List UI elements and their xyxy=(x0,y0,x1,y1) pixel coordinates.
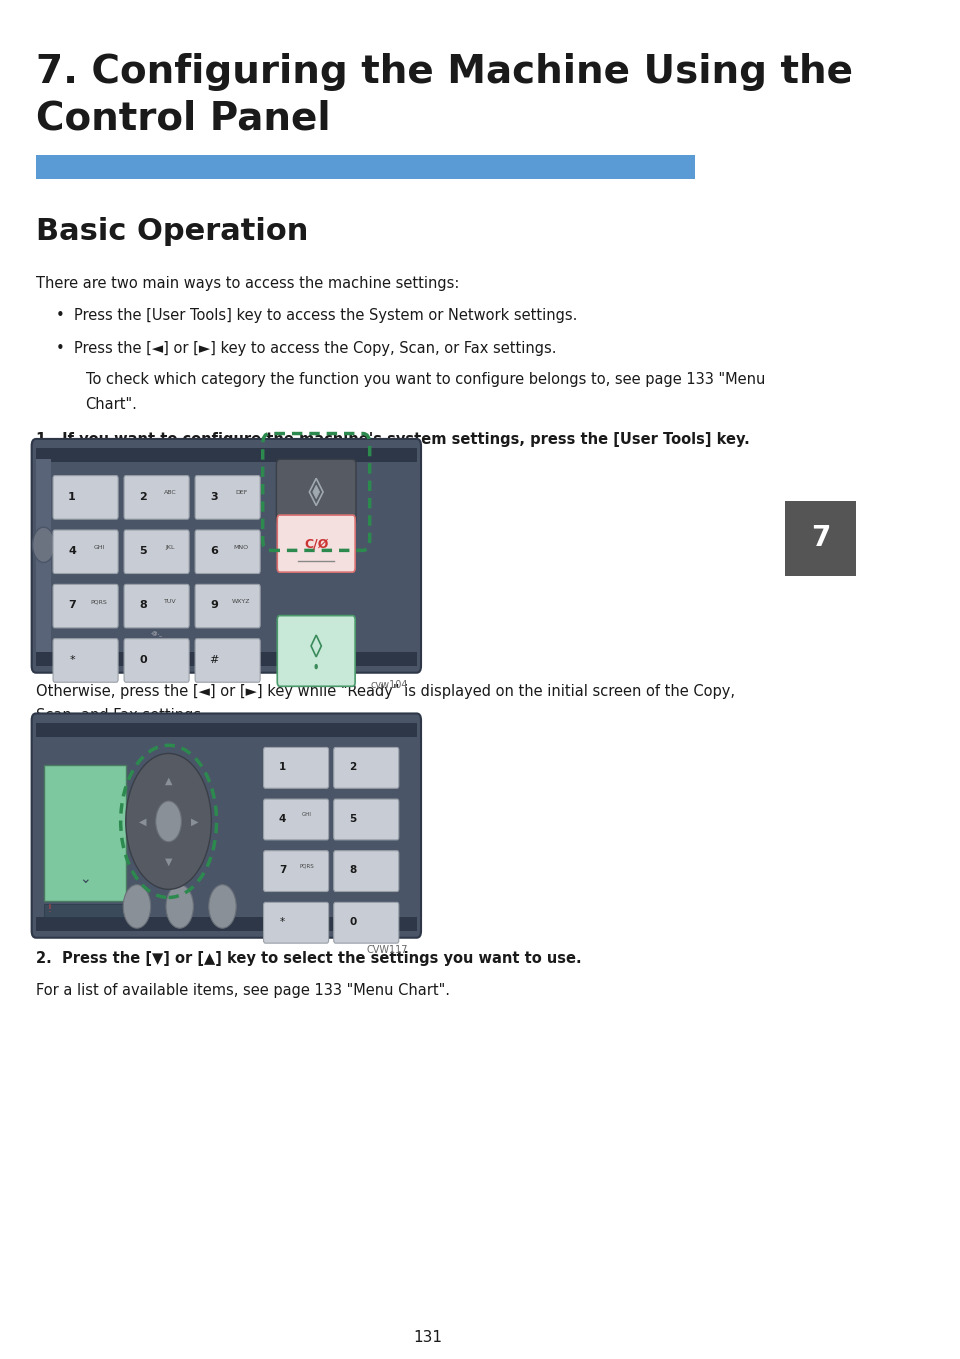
Text: ⌄: ⌄ xyxy=(79,872,90,886)
Text: C/Ø: C/Ø xyxy=(304,537,328,550)
Circle shape xyxy=(33,527,55,563)
Text: !: ! xyxy=(48,904,52,915)
FancyBboxPatch shape xyxy=(36,155,695,179)
FancyBboxPatch shape xyxy=(44,765,126,901)
Text: *: * xyxy=(69,655,75,665)
Text: 4: 4 xyxy=(68,546,76,556)
Circle shape xyxy=(166,885,193,928)
Text: GHI: GHI xyxy=(93,545,105,549)
FancyBboxPatch shape xyxy=(44,904,126,917)
FancyBboxPatch shape xyxy=(195,476,260,519)
FancyBboxPatch shape xyxy=(124,476,189,519)
Text: MNO: MNO xyxy=(233,545,249,549)
Text: 7: 7 xyxy=(68,601,76,610)
Text: To check which category the function you want to configure belongs to, see page : To check which category the function you… xyxy=(85,372,765,387)
FancyBboxPatch shape xyxy=(53,530,118,573)
Text: ABC: ABC xyxy=(164,491,177,495)
Text: ▶: ▶ xyxy=(190,817,198,826)
FancyBboxPatch shape xyxy=(276,459,356,525)
Text: *: * xyxy=(280,917,285,927)
FancyBboxPatch shape xyxy=(334,851,398,892)
FancyBboxPatch shape xyxy=(124,639,189,682)
Text: Control Panel: Control Panel xyxy=(36,99,330,137)
Text: ◀: ◀ xyxy=(139,817,147,826)
FancyBboxPatch shape xyxy=(32,713,421,938)
Text: 0: 0 xyxy=(139,655,147,665)
FancyBboxPatch shape xyxy=(195,639,260,682)
Text: 7: 7 xyxy=(278,866,286,875)
FancyBboxPatch shape xyxy=(264,799,328,840)
Text: 5: 5 xyxy=(349,814,356,824)
FancyBboxPatch shape xyxy=(124,530,189,573)
Text: WXYZ: WXYZ xyxy=(232,599,251,603)
FancyBboxPatch shape xyxy=(53,639,118,682)
FancyBboxPatch shape xyxy=(195,584,260,628)
Bar xyxy=(36,723,417,737)
Text: 8: 8 xyxy=(139,601,147,610)
Text: 131: 131 xyxy=(414,1330,443,1345)
Text: CVW117: CVW117 xyxy=(367,945,408,954)
FancyBboxPatch shape xyxy=(53,584,118,628)
FancyBboxPatch shape xyxy=(264,747,328,788)
Text: 1.  If you want to configure the machine's system settings, press the [User Tool: 1. If you want to configure the machine'… xyxy=(36,432,750,447)
Text: 2: 2 xyxy=(349,762,356,772)
Text: 7: 7 xyxy=(811,525,830,552)
FancyBboxPatch shape xyxy=(277,515,355,572)
Text: JKL: JKL xyxy=(165,545,175,549)
Text: 1: 1 xyxy=(68,492,76,501)
Circle shape xyxy=(156,800,181,841)
Circle shape xyxy=(126,753,211,889)
Text: Basic Operation: Basic Operation xyxy=(36,217,308,246)
Text: 4: 4 xyxy=(278,814,286,824)
FancyBboxPatch shape xyxy=(334,902,398,943)
Text: PQRS: PQRS xyxy=(300,863,315,868)
FancyBboxPatch shape xyxy=(195,530,260,573)
Text: GHI: GHI xyxy=(302,811,312,817)
FancyBboxPatch shape xyxy=(784,501,855,576)
Bar xyxy=(36,448,417,462)
Text: TUV: TUV xyxy=(164,599,177,603)
Text: 8: 8 xyxy=(349,866,356,875)
Text: For a list of available items, see page 133 "Menu Chart".: For a list of available items, see page … xyxy=(36,983,450,998)
FancyBboxPatch shape xyxy=(264,902,328,943)
Text: cvw104: cvw104 xyxy=(371,680,408,689)
FancyBboxPatch shape xyxy=(277,616,355,686)
Text: 5: 5 xyxy=(139,546,147,556)
Circle shape xyxy=(123,885,151,928)
FancyBboxPatch shape xyxy=(334,747,398,788)
FancyBboxPatch shape xyxy=(32,439,421,673)
Text: 2: 2 xyxy=(139,492,147,501)
Bar xyxy=(36,459,51,652)
Text: There are two main ways to access the machine settings:: There are two main ways to access the ma… xyxy=(36,276,459,291)
FancyBboxPatch shape xyxy=(334,799,398,840)
Text: •  Press the [User Tools] key to access the System or Network settings.: • Press the [User Tools] key to access t… xyxy=(56,308,577,323)
Text: 0: 0 xyxy=(349,917,356,927)
Bar xyxy=(36,917,417,931)
Polygon shape xyxy=(313,485,320,499)
Text: 1: 1 xyxy=(279,762,286,772)
FancyBboxPatch shape xyxy=(264,851,328,892)
Text: PQRS: PQRS xyxy=(91,599,108,603)
Text: Scan, and Fax settings.: Scan, and Fax settings. xyxy=(36,708,205,723)
Text: •  Press the [◄] or [►] key to access the Copy, Scan, or Fax settings.: • Press the [◄] or [►] key to access the… xyxy=(56,341,556,356)
Text: 7. Configuring the Machine Using the: 7. Configuring the Machine Using the xyxy=(36,53,852,91)
Circle shape xyxy=(209,885,236,928)
Text: ▼: ▼ xyxy=(165,858,173,867)
Text: #: # xyxy=(209,655,219,665)
Bar xyxy=(36,652,417,666)
Text: -@._: -@._ xyxy=(151,632,162,637)
Text: 9: 9 xyxy=(210,601,218,610)
FancyBboxPatch shape xyxy=(53,476,118,519)
Text: 3: 3 xyxy=(210,492,218,501)
FancyBboxPatch shape xyxy=(124,584,189,628)
Text: Chart".: Chart". xyxy=(85,397,137,412)
Circle shape xyxy=(315,665,318,670)
Text: ▲: ▲ xyxy=(165,776,173,786)
Text: 6: 6 xyxy=(210,546,218,556)
Text: 2.  Press the [▼] or [▲] key to select the settings you want to use.: 2. Press the [▼] or [▲] key to select th… xyxy=(36,951,582,966)
Text: Otherwise, press the [◄] or [►] key while "Ready" is displayed on the initial sc: Otherwise, press the [◄] or [►] key whil… xyxy=(36,684,735,699)
Text: DEF: DEF xyxy=(235,491,248,495)
